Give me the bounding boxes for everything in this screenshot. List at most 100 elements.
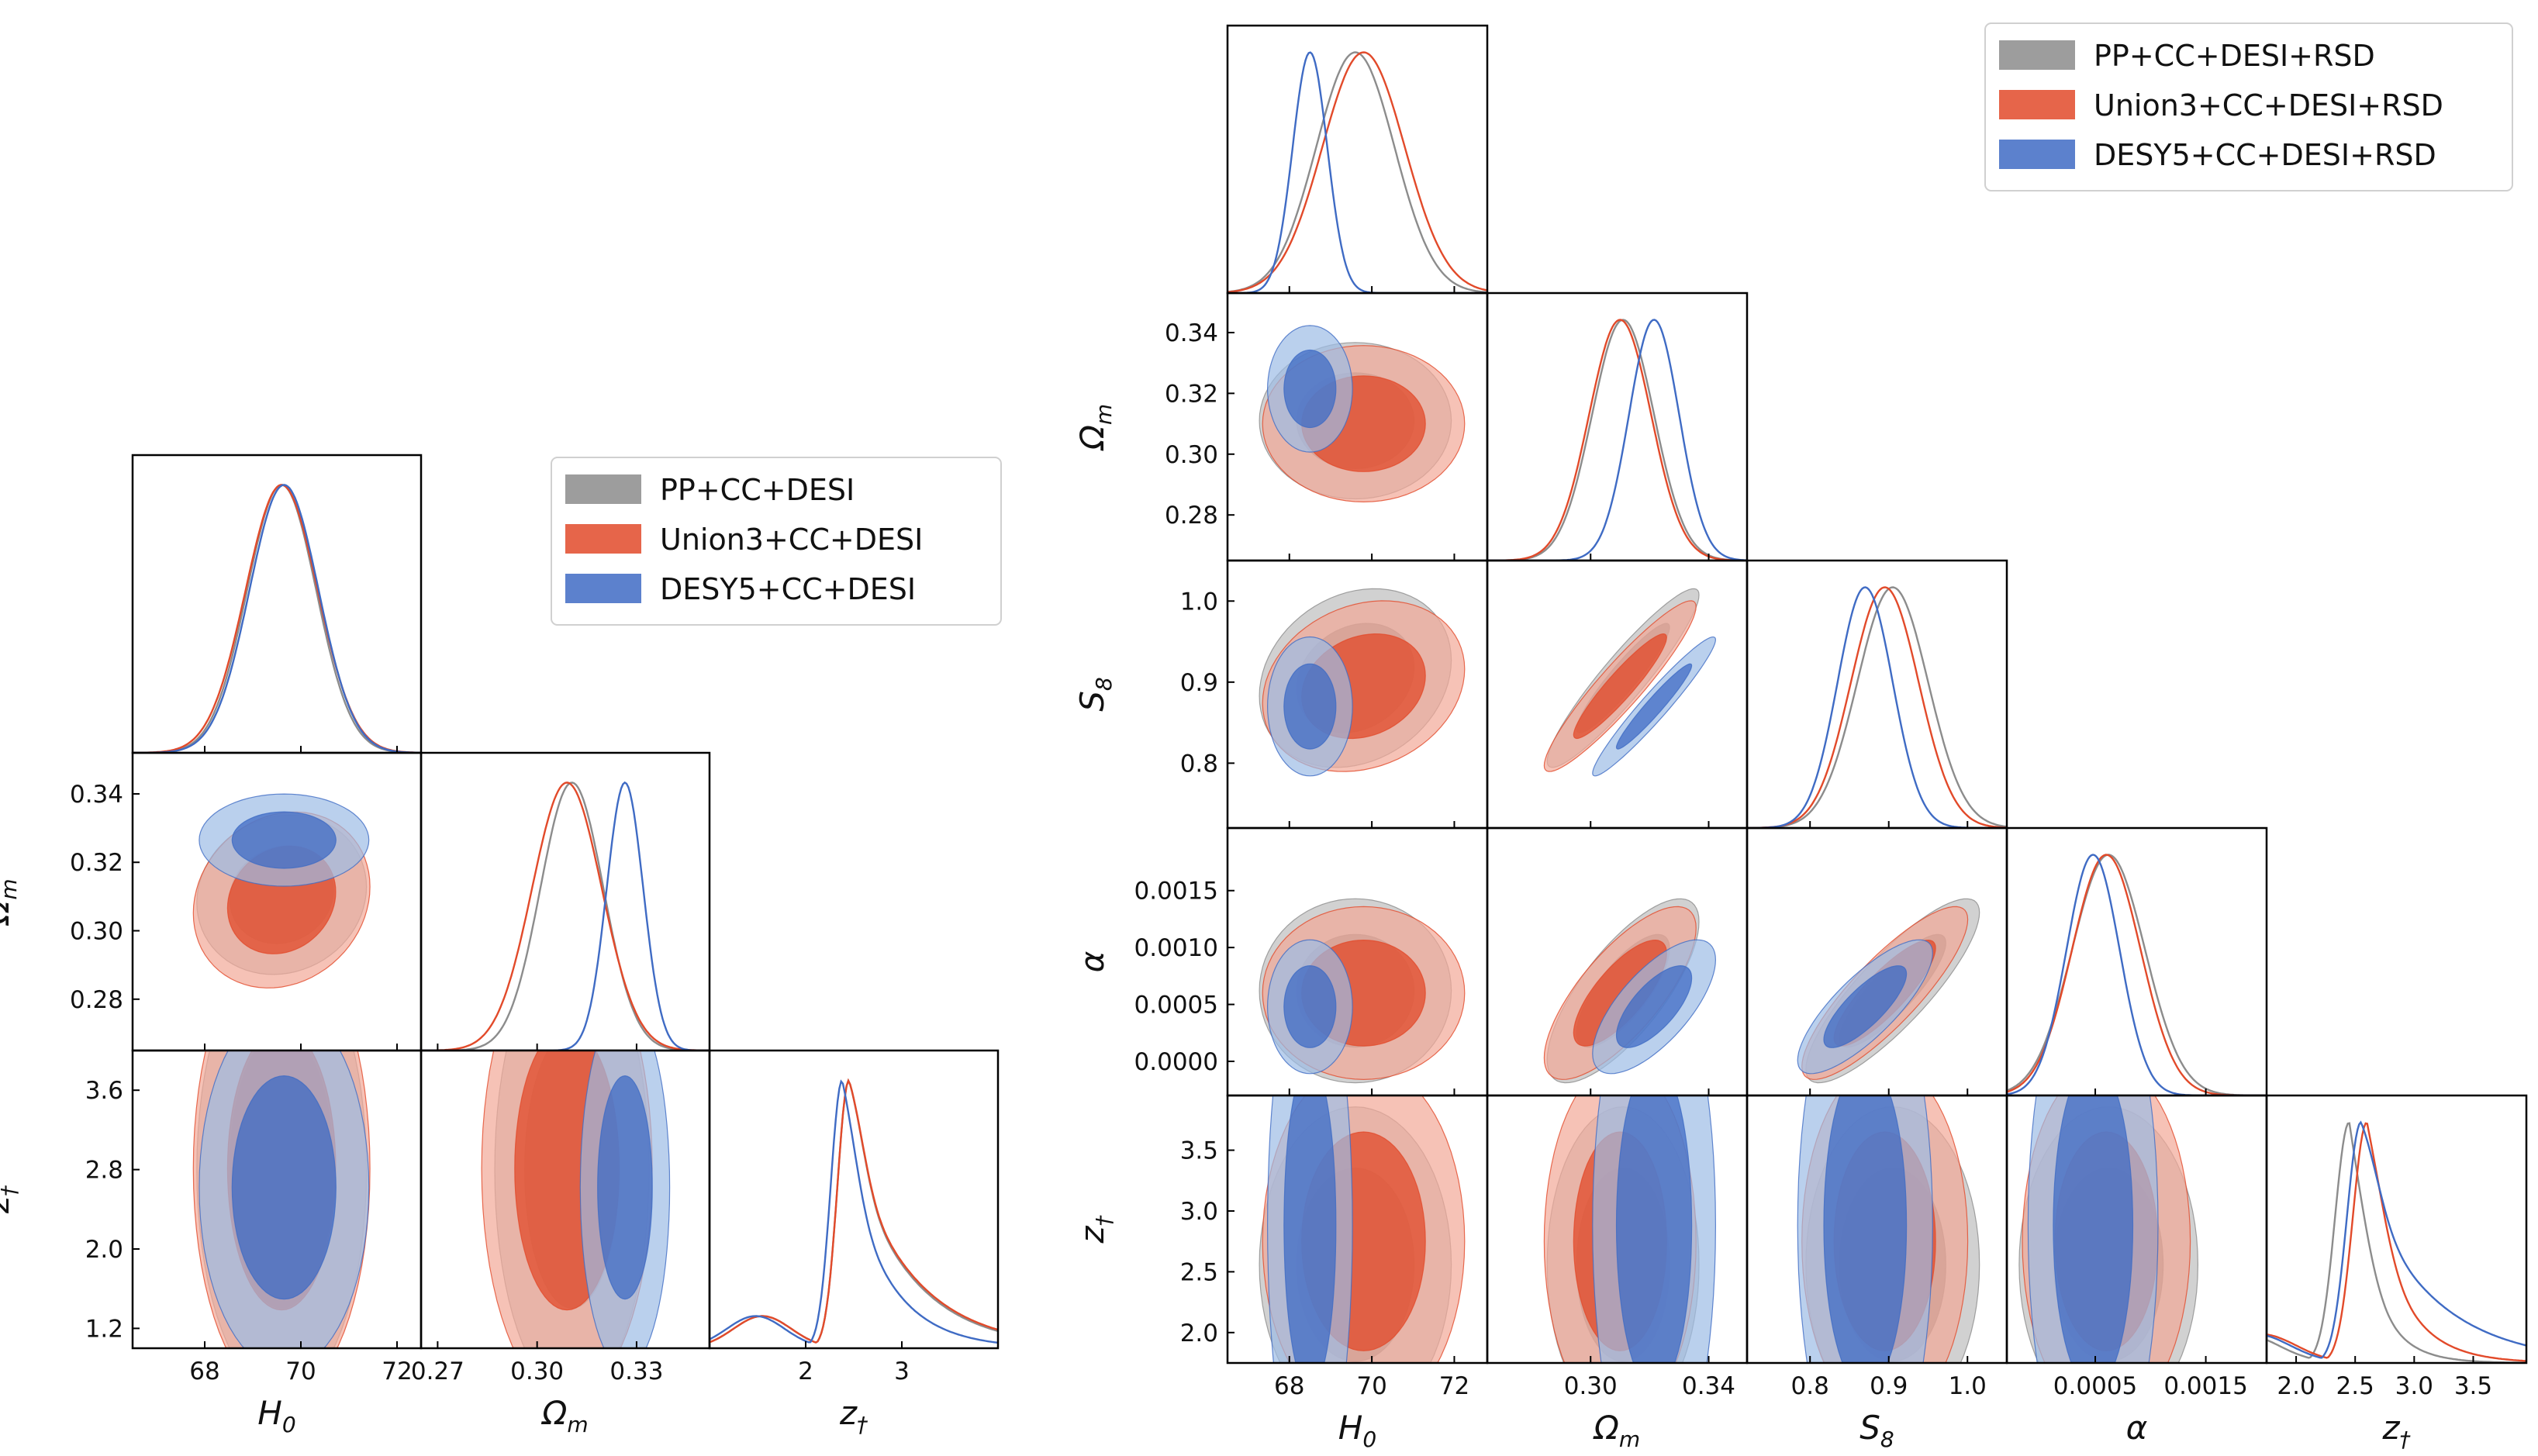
legend-swatch-DESY5 xyxy=(565,574,641,603)
y-tick-label: 3.5 xyxy=(1180,1137,1218,1165)
contour-S8-alpha-DESY5-68 xyxy=(1823,965,1908,1048)
y-axis-label-S8: S8 xyxy=(1073,677,1117,712)
marginal-zt-PP xyxy=(2267,1122,2526,1363)
contour-H0-Om-DESY5-68 xyxy=(231,811,337,869)
x-axis-label-S8: S8 xyxy=(1859,1409,1894,1452)
x-tick-label: 2 xyxy=(798,1358,813,1385)
legend: PP+CC+DESI Union3+CC+DESI DESY5+CC+DESI xyxy=(551,457,1002,626)
marginal-S8-Union3 xyxy=(1747,586,2007,828)
y-axis-label-alpha: α xyxy=(1073,951,1111,972)
x-tick-label: 2.5 xyxy=(2336,1372,2374,1400)
panel-frame xyxy=(420,751,711,1052)
marginal-zt-Union3 xyxy=(710,1078,998,1344)
x-axis-label-Om: Ωm xyxy=(540,1394,588,1437)
legend-swatch-DESY5 xyxy=(1999,140,2075,169)
marginal-alpha-Union3 xyxy=(2007,854,2267,1095)
marginal-Om-DESY5 xyxy=(1487,319,1747,561)
panel-frame xyxy=(708,1049,1000,1350)
panel-frame xyxy=(1226,24,1489,295)
x-tick-label: 0.0015 xyxy=(2163,1372,2247,1400)
y-tick-label: 1.0 xyxy=(1180,588,1218,616)
legend-entry-PP: PP+CC+DESI xyxy=(660,473,855,507)
x-tick-label: 1.0 xyxy=(1949,1372,1987,1400)
x-tick-label: 70 xyxy=(1356,1372,1386,1400)
marginal-zt-DESY5 xyxy=(2267,1120,2526,1359)
contour-Om-S8-Union3-68 xyxy=(1573,633,1667,740)
y-tick-label: 2.5 xyxy=(1180,1258,1218,1286)
x-tick-label: 2.0 xyxy=(2277,1372,2315,1400)
y-tick-label: 2.8 xyxy=(85,1157,123,1185)
legend-swatch-PP xyxy=(1999,40,2075,70)
marginal-H0-PP xyxy=(1228,51,1487,293)
y-tick-label: 0.0005 xyxy=(1134,992,1218,1020)
x-tick-label: 0.0005 xyxy=(2053,1372,2137,1400)
x-tick-label: 3 xyxy=(894,1358,910,1385)
contour-H0-Om-DESY5-68 xyxy=(1283,349,1337,429)
legend-swatch-Union3 xyxy=(565,524,641,554)
legend: PP+CC+DESI+RSD Union3+CC+DESI+RSD DESY5+CC… xyxy=(1984,22,2513,191)
legend-frame xyxy=(551,457,1002,626)
panel-Om-Om xyxy=(420,751,711,1052)
marginal-zt-DESY5 xyxy=(710,1079,998,1344)
x-axis-label-alpha: α xyxy=(2126,1409,2148,1447)
x-tick-label: 68 xyxy=(1274,1372,1304,1400)
x-tick-label: 0.30 xyxy=(1564,1372,1618,1400)
x-axis-label-zt: z† xyxy=(2381,1409,2411,1452)
y-tick-label: 0.32 xyxy=(70,849,123,877)
y-tick-label: 0.32 xyxy=(1165,380,1218,408)
y-axis-label-Om: Ωm xyxy=(0,878,22,926)
y-axis-label-zt: z† xyxy=(1073,1214,1117,1244)
x-tick-label: 72 xyxy=(1439,1372,1469,1400)
x-tick-label: 68 xyxy=(189,1358,219,1385)
marginal-Om-DESY5 xyxy=(421,781,710,1051)
panel-S8-S8 xyxy=(1746,559,2008,830)
x-tick-label: 0.9 xyxy=(1870,1372,1908,1400)
legend-entry-DESY5: DESY5+CC+DESI xyxy=(660,572,916,606)
panel-zt-zt: 2.0 2.5 3.0 3.5 z† xyxy=(2265,1094,2528,1452)
panel-H0-alpha: 0.0000 0.0005 0.0010 0.0015 α xyxy=(1073,826,1489,1097)
y-tick-label: 0.0010 xyxy=(1134,934,1218,962)
panel-Om-Om xyxy=(1486,292,1749,562)
panel-H0-Om: 0.28 0.30 0.32 0.34 Ωm xyxy=(1073,292,1489,562)
panel-frame xyxy=(131,454,423,754)
marginal-zt-Union3 xyxy=(2267,1122,2526,1362)
y-tick-label: 2.0 xyxy=(1180,1320,1218,1347)
x-axis-label-H0: H0 xyxy=(257,1394,295,1437)
marginal-Om-PP xyxy=(1487,319,1747,561)
x-tick-label: 0.27 xyxy=(411,1358,464,1385)
left-corner-plot: 0.28 0.30 0.32 0.34 Ωm 1.2 2.0 2.8 3.6 z† 68 70 72 H0… xyxy=(0,454,1002,1437)
marginal-Om-Union3 xyxy=(421,781,710,1051)
panel-frame xyxy=(1486,292,1749,562)
legend-entry-Union3: Union3+CC+DESI xyxy=(660,523,923,557)
y-axis-label-Om: Ωm xyxy=(1073,404,1117,451)
contour-Om-zt-DESY5-68 xyxy=(597,1075,653,1300)
panel-H0-S8: 0.8 0.9 1.0 S8 xyxy=(1073,559,1489,830)
panel-alpha-zt: 0.0005 0.0015 α xyxy=(2005,1094,2268,1447)
y-tick-label: 0.30 xyxy=(70,918,123,946)
marginal-S8-PP xyxy=(1747,586,2007,828)
marginal-H0-Union3 xyxy=(133,484,421,753)
marginal-S8-DESY5 xyxy=(1747,586,2007,828)
y-tick-label: 0.28 xyxy=(70,986,123,1014)
x-tick-label: 72 xyxy=(382,1358,412,1385)
marginal-alpha-DESY5 xyxy=(2007,854,2267,1095)
contour-S8-zt-DESY5-68 xyxy=(1823,1095,1908,1363)
legend-entry-DESY5: DESY5+CC+DESI+RSD xyxy=(2094,138,2436,172)
y-tick-label: 0.0015 xyxy=(1134,878,1218,906)
legend-frame xyxy=(1984,22,2513,191)
marginal-zt-PP xyxy=(710,1078,998,1344)
x-axis-label-Om: Ωm xyxy=(1593,1409,1640,1452)
x-tick-label: 0.30 xyxy=(510,1358,564,1385)
y-tick-label: 0.0000 xyxy=(1134,1048,1218,1076)
panel-frame xyxy=(1746,559,2008,830)
marginal-H0-PP xyxy=(133,484,421,753)
x-tick-label: 0.33 xyxy=(609,1358,663,1385)
y-axis-label-zt: z† xyxy=(0,1185,22,1214)
contour-H0-S8-DESY5-68 xyxy=(1283,663,1337,750)
panel-H0-zt: 1.2 2.0 2.8 3.6 z† 68 70 72 H0 xyxy=(0,1049,423,1437)
x-tick-label: 70 xyxy=(285,1358,316,1385)
panel-Om-zt: 0.30 0.34 Ωm xyxy=(1486,1094,1749,1452)
contour-alpha-zt-DESY5-68 xyxy=(2053,1095,2134,1363)
panel-H0-H0 xyxy=(1226,24,1489,295)
